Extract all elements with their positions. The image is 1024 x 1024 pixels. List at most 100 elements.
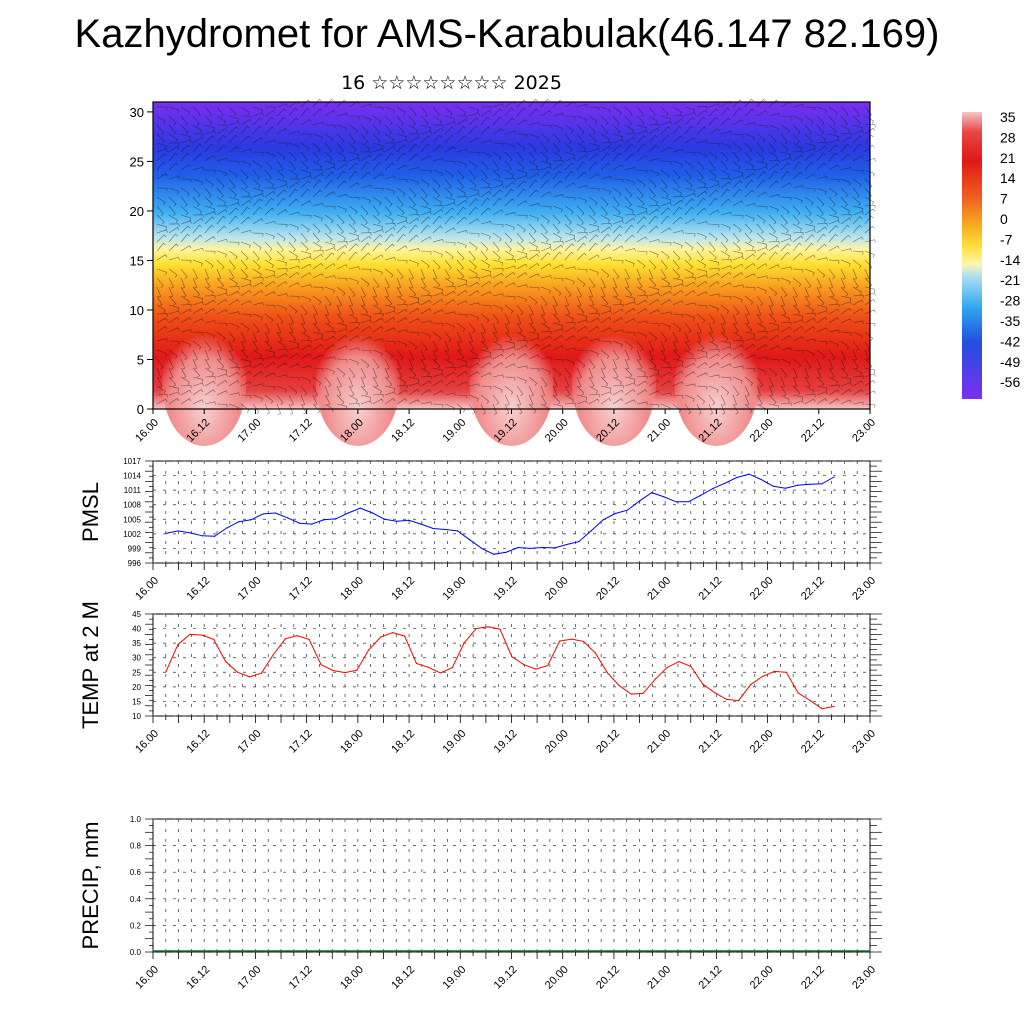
data-point	[320, 664, 322, 666]
data-point	[772, 485, 774, 487]
y-tick-label: 30	[132, 654, 141, 663]
colorbar-label: 14	[1000, 170, 1016, 186]
data-point	[420, 523, 422, 525]
data-point	[570, 638, 573, 640]
data-point	[602, 519, 604, 521]
data-point	[590, 530, 592, 532]
x-tick-label: 21.00	[645, 964, 673, 992]
colorbar-label: -14	[1000, 252, 1020, 268]
data-point	[201, 535, 204, 537]
data-point	[177, 644, 179, 646]
x-tick-label: 18.00	[338, 964, 366, 992]
data-point	[639, 500, 641, 502]
data-point	[359, 507, 361, 509]
y-tick-label: 10	[132, 712, 141, 721]
x-tick-label: 16.12	[184, 728, 212, 756]
data-point	[784, 487, 787, 489]
y-tick-label: 15	[132, 697, 141, 706]
x-tick-label: 17.00	[236, 964, 264, 992]
data-point	[666, 667, 668, 669]
y-tick-label: 1008	[123, 501, 141, 510]
x-tick-label: 18.00	[338, 728, 366, 756]
data-point	[760, 478, 762, 481]
y-tick-label: 1005	[123, 515, 141, 524]
data-point	[736, 476, 738, 479]
x-tick-label: 16.12	[184, 575, 212, 603]
data-point	[427, 666, 430, 668]
data-point	[165, 532, 167, 534]
data-point	[323, 519, 325, 521]
y-tick-label: 5	[137, 352, 144, 367]
chart-title: Kazhydromet for AMS-Karabulak(46.147 82.…	[74, 12, 940, 56]
data-point	[403, 635, 406, 637]
data-point	[499, 628, 501, 630]
data-point	[714, 692, 716, 694]
y-tick-label: 15	[130, 253, 144, 268]
colorbar: 35 28 21 14 7 0 -7 -14 -21 -28 -35 -42 -49 -56	[962, 109, 1020, 399]
data-point	[541, 546, 544, 549]
x-tick-label: 20.00	[543, 417, 571, 445]
data-point	[356, 669, 358, 671]
data-point	[614, 512, 616, 515]
data-point	[797, 692, 799, 694]
data-point	[773, 670, 775, 673]
colorbar-label: -28	[1000, 293, 1020, 309]
y-tick-label: 1017	[123, 457, 141, 466]
data-point	[371, 512, 374, 514]
data-point	[630, 693, 632, 695]
y-tick-label: 0.6	[130, 868, 142, 877]
y-tick-label: 35	[132, 639, 141, 648]
data-point	[690, 665, 692, 668]
data-point	[493, 553, 495, 555]
data-point	[463, 642, 465, 644]
data-point	[408, 519, 410, 521]
data-point	[505, 551, 507, 553]
data-point	[238, 521, 240, 523]
y-tick-label: 40	[132, 625, 141, 634]
x-tick-label: 18.00	[338, 575, 366, 603]
data-point	[724, 482, 726, 484]
data-point	[809, 483, 811, 485]
data-point	[642, 692, 644, 694]
data-point	[748, 473, 750, 475]
warm-surface-cell	[571, 322, 656, 446]
x-tick-label: 18.12	[389, 417, 417, 445]
y-tick-label: 0.8	[130, 842, 142, 851]
data-point	[213, 638, 215, 640]
x-tick-label: 20.12	[594, 728, 622, 756]
data-point	[785, 671, 787, 673]
data-point	[444, 528, 446, 531]
data-point	[481, 547, 483, 550]
x-tick-label: 18.12	[389, 575, 417, 603]
x-tick-label: 16.00	[133, 575, 161, 603]
data-point	[248, 676, 251, 678]
data-point	[226, 527, 228, 529]
x-tick-label: 21.12	[697, 575, 725, 603]
x-tick-label: 18.12	[389, 964, 417, 992]
wind-barbs	[156, 98, 876, 415]
data-point	[702, 683, 704, 685]
panel-frame	[152, 818, 871, 953]
data-point	[296, 634, 298, 637]
x-tick-label: 16.12	[184, 964, 212, 992]
y-tick-label: 1014	[123, 472, 141, 481]
data-point	[559, 640, 561, 642]
data-point	[308, 638, 310, 640]
data-point	[299, 522, 301, 524]
x-tick-label: 19.00	[440, 575, 468, 603]
data-point	[380, 636, 382, 638]
colorbar-label: 28	[1000, 129, 1016, 145]
data-point	[821, 708, 823, 710]
data-point	[432, 527, 434, 530]
data-point	[594, 652, 597, 654]
data-point	[699, 494, 702, 497]
y-tick-label: 25	[130, 154, 144, 169]
x-tick-label: 19.00	[440, 728, 468, 756]
y-tick-label: 1011	[124, 486, 142, 495]
colorbar-label: -7	[1000, 231, 1013, 247]
data-point	[809, 699, 811, 702]
x-tick-label: 19.12	[492, 575, 520, 603]
data-point	[165, 671, 167, 673]
y-tick-label: 30	[130, 105, 144, 120]
data-point	[344, 671, 346, 674]
